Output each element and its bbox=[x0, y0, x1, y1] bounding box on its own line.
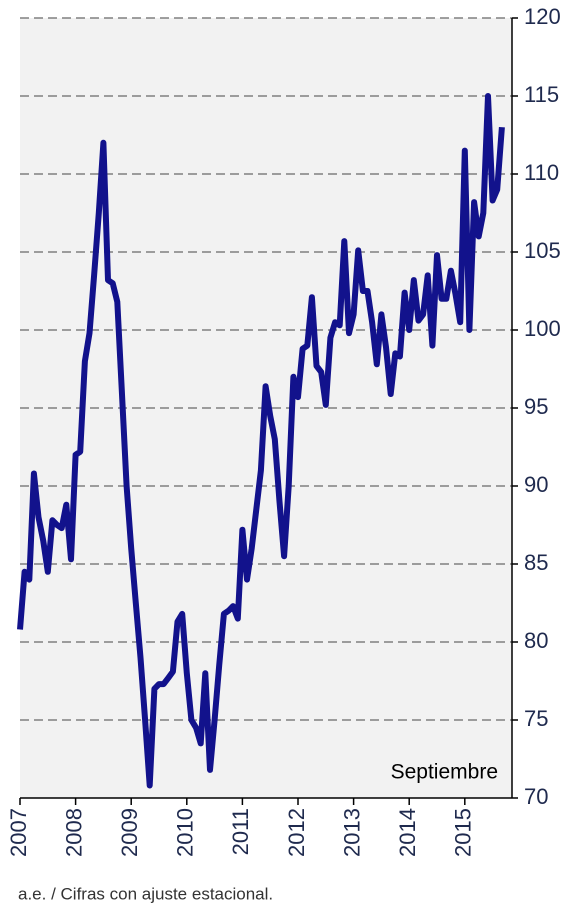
y-tick-label: 90 bbox=[524, 472, 548, 497]
footnote: a.e. / Cifras con ajuste estacional. bbox=[18, 884, 273, 903]
y-tick-label: 75 bbox=[524, 706, 548, 731]
y-tick-label: 95 bbox=[524, 394, 548, 419]
x-tick-label: 2010 bbox=[173, 808, 198, 857]
x-tick-label: 2009 bbox=[117, 808, 142, 857]
y-tick-label: 70 bbox=[524, 784, 548, 809]
x-tick-label: 2007 bbox=[6, 808, 31, 857]
x-tick-label: 2012 bbox=[284, 808, 309, 857]
y-tick-label: 85 bbox=[524, 550, 548, 575]
y-tick-label: 110 bbox=[524, 160, 559, 185]
x-tick-label: 2011 bbox=[228, 808, 253, 855]
x-tick-label: 2008 bbox=[61, 808, 86, 857]
y-tick-label: 80 bbox=[524, 628, 548, 653]
y-tick-label: 105 bbox=[524, 238, 561, 263]
x-tick-label: 2015 bbox=[451, 808, 476, 857]
data-line bbox=[17, 93, 505, 789]
y-tick-label: 115 bbox=[524, 82, 559, 107]
y-tick-label: 120 bbox=[524, 4, 561, 29]
x-tick-label: 2013 bbox=[339, 808, 364, 857]
annotation: Septiembre bbox=[391, 761, 498, 784]
x-tick-label: 2014 bbox=[395, 808, 420, 857]
y-tick-label: 100 bbox=[524, 316, 561, 341]
